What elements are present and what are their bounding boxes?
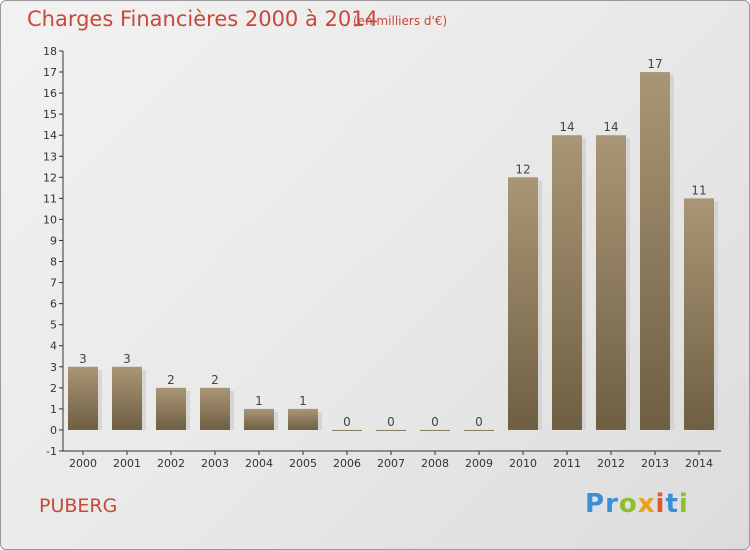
proxiti-logo: Proxiti: [585, 489, 689, 519]
value-label: 3: [123, 352, 131, 366]
x-tick-label: 2006: [333, 457, 361, 470]
x-tick-label: 2002: [157, 457, 185, 470]
y-tick-label: 15: [43, 108, 57, 121]
y-tick-label: 9: [50, 234, 57, 247]
value-label: 2: [167, 373, 175, 387]
y-tick-label: 10: [43, 213, 57, 226]
value-label: 0: [475, 415, 483, 429]
bar-2002: [156, 387, 186, 430]
bar-2009: [464, 429, 494, 431]
bar-2000: [68, 366, 98, 430]
bar-2013: [640, 72, 670, 430]
x-tick-label: 2013: [641, 457, 669, 470]
value-label: 14: [559, 120, 574, 134]
logo-letter: i: [655, 489, 666, 519]
value-label: 12: [515, 162, 530, 176]
x-tick-label: 2009: [465, 457, 493, 470]
x-tick-label: 2014: [685, 457, 713, 470]
value-label: 0: [343, 415, 351, 429]
logo-letter: x: [637, 489, 656, 519]
y-tick-label: 18: [43, 45, 57, 58]
bar-2003: [200, 387, 230, 430]
x-tick-label: 2012: [597, 457, 625, 470]
y-tick-label: 17: [43, 66, 57, 79]
bar-2001: [112, 366, 142, 430]
y-tick-label: 7: [50, 277, 57, 290]
x-tick-label: 2005: [289, 457, 317, 470]
bar-2010: [508, 177, 538, 430]
x-tick-label: 2011: [553, 457, 581, 470]
y-tick-label: 13: [43, 150, 57, 163]
bar-2006: [332, 429, 362, 431]
chart-unit: (en milliers d'€): [353, 14, 448, 28]
x-tick-label: 2004: [245, 457, 273, 470]
value-label: 17: [647, 57, 662, 71]
y-tick-label: 3: [50, 361, 57, 374]
value-label: 1: [255, 394, 263, 408]
logo-letter: i: [678, 489, 689, 519]
y-tick-label: -1: [46, 445, 57, 458]
commune-name: PUBERG: [39, 495, 118, 517]
value-label: 0: [387, 415, 395, 429]
y-tick-label: 2: [50, 382, 57, 395]
logo-letter: P: [585, 489, 606, 519]
x-tick-label: 2003: [201, 457, 229, 470]
y-tick-label: 16: [43, 87, 57, 100]
x-tick-label: 2001: [113, 457, 141, 470]
bar-2005: [288, 408, 318, 430]
value-label: 2: [211, 373, 219, 387]
x-tick-label: 2007: [377, 457, 405, 470]
bar-2007: [376, 429, 406, 431]
y-tick-label: 14: [43, 129, 57, 142]
value-label: 1: [299, 394, 307, 408]
y-tick-label: 12: [43, 171, 57, 184]
value-label: 11: [691, 183, 706, 197]
chart-title: Charges Financières 2000 à 2014: [27, 7, 378, 31]
y-tick-label: 1: [50, 403, 57, 416]
value-label: 0: [431, 415, 439, 429]
logo-letter: t: [665, 489, 679, 519]
y-tick-label: 5: [50, 319, 57, 332]
x-tick-label: 2010: [509, 457, 537, 470]
y-tick-label: 0: [50, 424, 57, 437]
y-tick-label: 11: [43, 192, 57, 205]
bar-2008: [420, 429, 450, 431]
bar-2011: [552, 135, 582, 430]
y-tick-label: 4: [50, 340, 57, 353]
y-tick-label: 6: [50, 298, 57, 311]
x-tick-label: 2000: [69, 457, 97, 470]
x-tick-label: 2008: [421, 457, 449, 470]
bar-2004: [244, 408, 274, 430]
logo-letter: o: [618, 489, 638, 519]
value-label: 3: [79, 352, 87, 366]
bar-2014: [684, 198, 714, 430]
bar-2012: [596, 135, 626, 430]
y-tick-label: 8: [50, 256, 57, 269]
logo-letter: r: [605, 489, 619, 519]
value-label: 14: [603, 120, 618, 134]
